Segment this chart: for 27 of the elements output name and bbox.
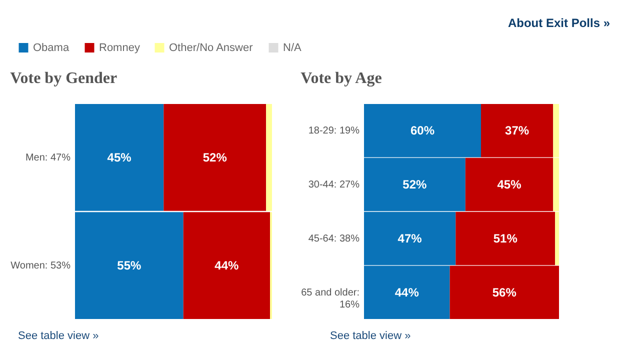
- data-label: 52%: [202, 150, 228, 164]
- legend-label: Obama: [33, 42, 70, 54]
- y-tick-label: Men: 47%: [25, 152, 71, 164]
- data-label: 44%: [214, 258, 240, 273]
- data-label: 45%: [497, 178, 522, 192]
- data-label: 51%: [493, 231, 518, 246]
- legend-label: N/A: [283, 42, 302, 54]
- legend-label: Romney: [99, 42, 140, 54]
- data-label: 37%: [505, 124, 530, 138]
- y-tick-label: 65 and older: 16%: [301, 287, 360, 310]
- y-tick-label: 18-29: 19%: [308, 126, 360, 137]
- text: About Exit Polls »: [508, 16, 610, 30]
- chart-title: Vote by Gender: [10, 70, 118, 87]
- y-tick-label: Women: 53%: [10, 260, 71, 272]
- text: See table view »: [18, 330, 99, 342]
- data-label: 52%: [402, 178, 428, 192]
- chart-title: Vote by Age: [300, 70, 382, 87]
- text: See table view »: [330, 330, 411, 342]
- data-label: 45%: [107, 150, 132, 164]
- y-tick-label: 45-64: 38%: [308, 233, 360, 244]
- legend-label: Other/No Answer: [169, 42, 254, 54]
- y-tick-label: 30-44: 27%: [308, 180, 360, 191]
- data-label: 55%: [117, 258, 142, 273]
- data-label: 60%: [410, 124, 435, 138]
- data-label: 44%: [394, 285, 420, 300]
- data-label: 47%: [398, 231, 422, 246]
- data-label: 56%: [492, 285, 517, 300]
